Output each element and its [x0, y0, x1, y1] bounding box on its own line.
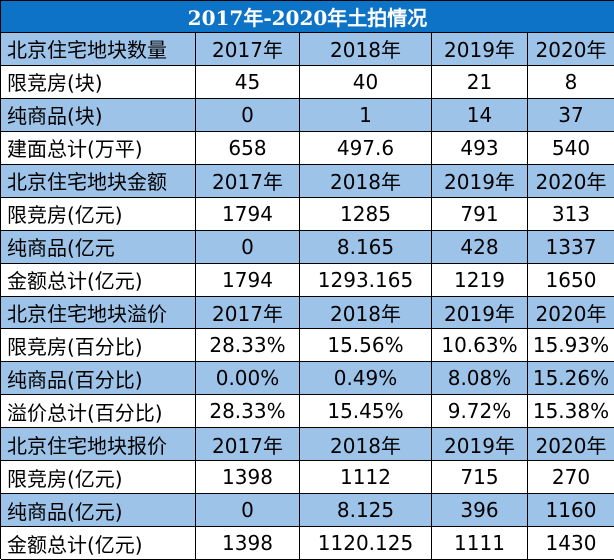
row-label: 纯商品(亿元: [1, 230, 196, 264]
table-cell: 1120.125: [300, 527, 432, 560]
table-cell: 715: [432, 461, 528, 495]
row-label: 限竞房(块): [1, 65, 196, 99]
table-cell: 28.33%: [196, 329, 300, 363]
table-cell: 0.00%: [196, 362, 300, 396]
table-cell: 313: [528, 198, 614, 231]
table-cell: 2020年: [528, 428, 614, 462]
table-cell: 15.26%: [528, 362, 614, 396]
table-cell: 1650: [528, 264, 614, 297]
table-cell: 1398: [196, 461, 300, 495]
table-cell: 2019年: [432, 428, 528, 462]
row-label: 北京住宅地块报价: [1, 428, 196, 462]
table-cell: 15.93%: [528, 329, 614, 363]
table-cell: 0: [196, 98, 300, 132]
table-title: 2017年-2020年土拍情况: [1, 1, 614, 33]
row-label: 限竞房(亿元): [1, 197, 196, 231]
table-cell: 270: [528, 461, 614, 495]
table-cell: 2020年: [528, 164, 614, 198]
table-cell: 2017年: [196, 296, 300, 330]
table-cell: 10.63%: [432, 329, 528, 363]
row-label: 纯商品(百分比): [1, 362, 196, 396]
table-cell: 0: [196, 494, 300, 528]
table-cell: 2017年: [196, 33, 300, 66]
table-cell: 1794: [196, 263, 300, 297]
table-cell: 497.6: [300, 131, 432, 165]
table-cell: 37: [528, 98, 614, 132]
table-cell: 15.45%: [300, 395, 432, 429]
row-label: 纯商品(块): [1, 98, 196, 132]
table-cell: 1160: [528, 494, 614, 528]
table-cell: 8.08%: [432, 362, 528, 396]
table-cell: 1337: [528, 230, 614, 264]
table-cell: 1: [300, 98, 432, 132]
table-cell: 2019年: [432, 164, 528, 198]
table-cell: 2019年: [432, 296, 528, 330]
table-cell: 14: [432, 98, 528, 132]
row-label: 纯商品(亿元): [1, 494, 196, 528]
table-cell: 396: [432, 494, 528, 528]
row-label: 北京住宅地块金额: [1, 164, 196, 198]
table-cell: 8.165: [300, 230, 432, 264]
row-label: 金额总计(亿元): [1, 527, 196, 560]
table-cell: 791: [432, 197, 528, 231]
table-cell: 8: [528, 66, 614, 99]
table-cell: 2018年: [300, 428, 432, 462]
row-label: 北京住宅地块溢价: [1, 296, 196, 330]
table-cell: 1219: [432, 263, 528, 297]
table-cell: 493: [432, 131, 528, 165]
table-cell: 8.125: [300, 494, 432, 528]
table-cell: 2018年: [300, 296, 432, 330]
row-label: 限竞房(亿元): [1, 461, 196, 495]
table-cell: 2018年: [300, 33, 432, 66]
table-cell: 9.72%: [432, 395, 528, 429]
table-cell: 21: [432, 65, 528, 99]
row-label: 北京住宅地块数量: [1, 33, 196, 66]
table-cell: 15.56%: [300, 329, 432, 363]
table-cell: 540: [528, 132, 614, 165]
table-cell: 2018年: [300, 164, 432, 198]
table-cell: 1398: [196, 527, 300, 560]
row-label: 限竞房(百分比): [1, 329, 196, 363]
table-cell: 658: [196, 131, 300, 165]
table-cell: 2019年: [432, 33, 528, 66]
row-label: 溢价总计(百分比): [1, 395, 196, 429]
table-cell: 1285: [300, 197, 432, 231]
table-cell: 2020年: [528, 33, 614, 66]
table-cell: 1430: [528, 527, 614, 560]
table-cell: 1112: [300, 461, 432, 495]
table-cell: 45: [196, 65, 300, 99]
table-cell: 40: [300, 65, 432, 99]
table-cell: 2020年: [528, 296, 614, 330]
table-cell: 428: [432, 230, 528, 264]
table-cell: 28.33%: [196, 395, 300, 429]
table-cell: 0: [196, 230, 300, 264]
table-cell: 1794: [196, 197, 300, 231]
table-cell: 2017年: [196, 428, 300, 462]
table-cell: 0.49%: [300, 362, 432, 396]
row-label: 建面总计(万平): [1, 131, 196, 165]
table-cell: 15.38%: [528, 395, 614, 429]
table-cell: 1293.165: [300, 263, 432, 297]
table-cell: 2017年: [196, 164, 300, 198]
row-label: 金额总计(亿元): [1, 263, 196, 297]
table-cell: 1111: [432, 527, 528, 560]
